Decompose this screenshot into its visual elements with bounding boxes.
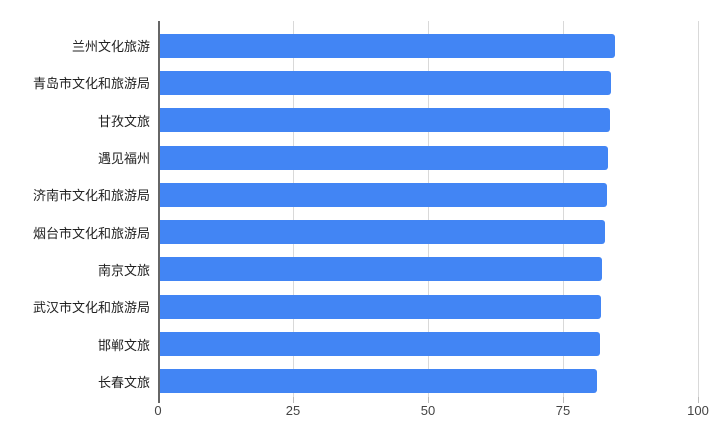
bar-row — [158, 363, 698, 400]
x-tick-label-75: 75 — [555, 403, 571, 418]
axis-baseline — [158, 21, 160, 403]
bar-row — [158, 139, 698, 176]
x-axis: 0 25 50 75 100 — [154, 402, 708, 422]
x-tick-label-0: 0 — [154, 403, 162, 418]
tick-mark-50 — [428, 397, 429, 403]
bar-row — [158, 213, 698, 250]
tick-mark-25 — [293, 397, 294, 403]
bar-row — [158, 102, 698, 139]
bar-南京文旅[interactable] — [158, 257, 602, 282]
gridline-25 — [293, 21, 294, 397]
bar-row — [158, 325, 698, 362]
x-tick-label-50: 50 — [420, 403, 436, 418]
bar-遇见福州[interactable] — [158, 145, 609, 170]
category-axis: 兰州文化旅游青岛市文化和旅游局甘孜文旅遇见福州济南市文化和旅游局 烟台市文化和旅游… — [0, 27, 150, 400]
bar-邯郸文旅[interactable] — [158, 332, 600, 357]
tick-mark-75 — [563, 397, 564, 403]
plot-area — [158, 21, 699, 403]
bar-row — [158, 288, 698, 325]
bar-row — [158, 27, 698, 64]
bar-烟台市文化和旅游局[interactable] — [158, 220, 605, 245]
gridline-75 — [563, 21, 564, 397]
x-tick-label-25: 25 — [285, 403, 301, 418]
category-label: 长春文旅 — [97, 374, 150, 390]
bar-长春文旅[interactable] — [158, 369, 598, 394]
bar-甘孜文旅[interactable] — [158, 108, 610, 133]
bar-青岛市文化和旅游局[interactable] — [158, 70, 612, 95]
gridline-100 — [698, 21, 699, 397]
tick-mark-100 — [698, 397, 699, 403]
bar-row — [158, 64, 698, 101]
category-label: 济南市文化和旅游局 — [32, 188, 150, 204]
category-label: 青岛市文化和旅游局 — [32, 76, 150, 92]
category-label: 甘孜文旅 — [97, 113, 150, 129]
category-label: 南京文旅 — [97, 262, 150, 278]
category-label: 邯郸文旅 — [97, 337, 150, 353]
bar-兰州文化旅游[interactable] — [158, 33, 616, 58]
gridline-50 — [428, 21, 429, 397]
category-label: 烟台市文化和旅游局 — [32, 225, 150, 241]
category-label: 兰州文化旅游 — [71, 39, 150, 55]
bar-济南市文化和旅游局[interactable] — [158, 182, 607, 207]
bar-row — [158, 251, 698, 288]
x-tick-label-100: 100 — [687, 403, 709, 418]
category-label: 武汉市文化和旅游局 — [32, 300, 150, 316]
bar-武汉市文化和旅游局[interactable] — [158, 294, 601, 319]
bar-series — [158, 27, 698, 400]
bar-row — [158, 176, 698, 213]
category-label: 遇见福州 — [97, 151, 150, 167]
